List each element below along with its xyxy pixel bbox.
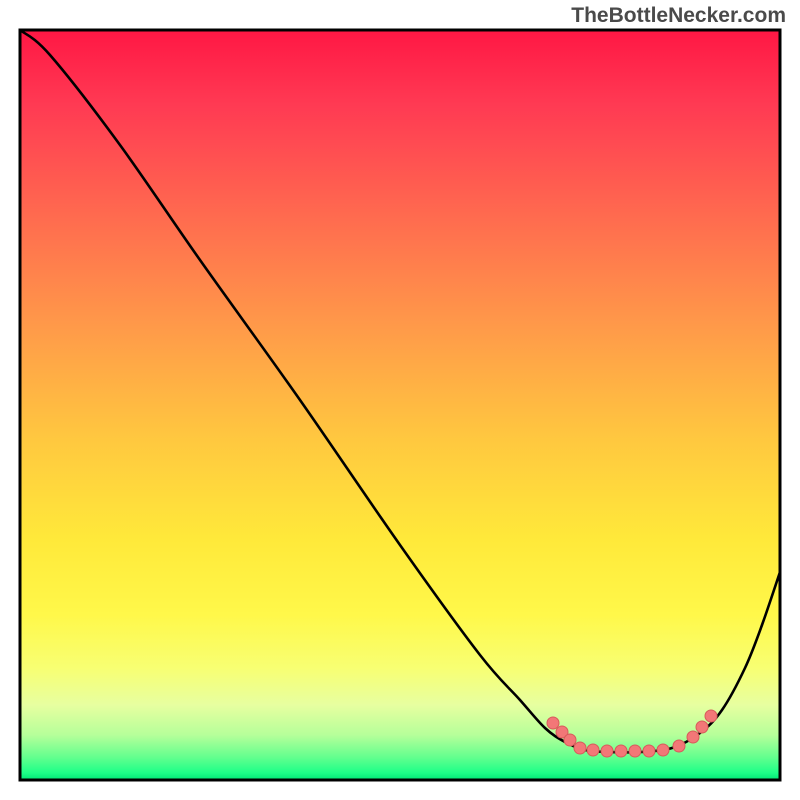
curve-marker bbox=[547, 717, 559, 729]
curve-marker bbox=[657, 744, 669, 756]
curve-marker bbox=[696, 721, 708, 733]
curve-marker bbox=[629, 745, 641, 757]
curve-marker bbox=[574, 742, 586, 754]
chart-gradient-background bbox=[20, 30, 780, 780]
curve-marker bbox=[564, 734, 576, 746]
curve-marker bbox=[643, 745, 655, 757]
curve-marker bbox=[615, 745, 627, 757]
curve-marker bbox=[587, 744, 599, 756]
curve-marker bbox=[687, 731, 699, 743]
curve-marker bbox=[705, 710, 717, 722]
curve-marker bbox=[673, 740, 685, 752]
bottleneck-chart bbox=[0, 0, 800, 800]
curve-marker bbox=[601, 745, 613, 757]
